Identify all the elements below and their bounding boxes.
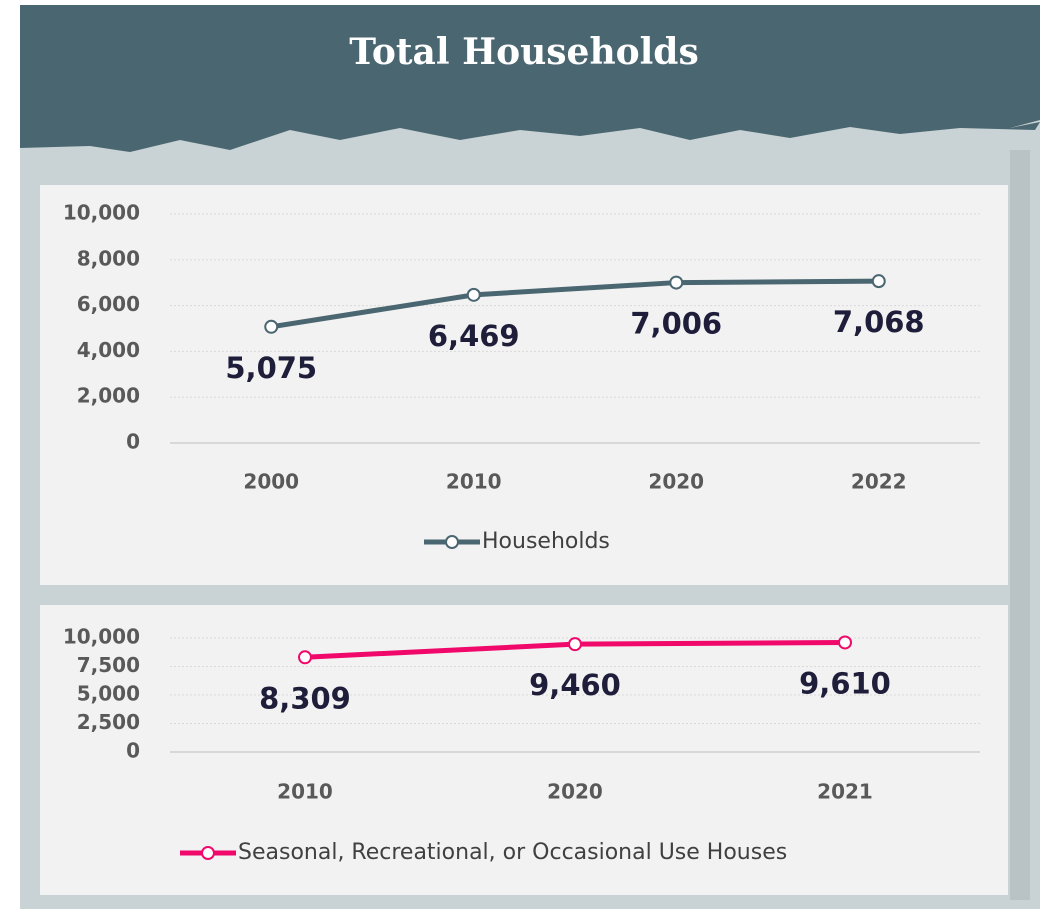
chart-panel	[40, 185, 1008, 585]
y-tick-label: 10,000	[63, 625, 140, 649]
page-title: Total Households	[349, 31, 699, 73]
line	[270, 278, 879, 330]
y-tick-label: 0	[126, 430, 140, 454]
data-label: 6,469	[428, 319, 520, 353]
header-band	[20, 5, 1040, 152]
y-tick-label: 4,000	[77, 338, 140, 362]
x-tick-label: 2010	[277, 780, 333, 804]
y-tick-label: 2,000	[77, 384, 140, 408]
legend-marker	[201, 846, 215, 860]
y-tick-label: 6,000	[77, 292, 140, 316]
side-strip	[1010, 150, 1030, 900]
y-tick-label: 8,000	[77, 246, 140, 270]
x-tick-label: 2021	[817, 780, 873, 804]
legend-marker	[445, 535, 459, 549]
x-tick-label: 2000	[243, 470, 299, 494]
x-tick-label: 2020	[547, 780, 603, 804]
data-label: 9,460	[529, 668, 621, 702]
legend-label: Households	[482, 529, 610, 554]
chart-panel	[40, 605, 1008, 895]
point	[871, 274, 886, 289]
point	[838, 635, 852, 650]
x-tick-label: 2020	[648, 470, 704, 494]
y-tick-label: 2,500	[77, 710, 140, 734]
point	[669, 275, 684, 290]
y-tick-label: 5,000	[77, 682, 140, 706]
data-label: 9,610	[799, 666, 891, 700]
point	[298, 650, 312, 665]
y-tick-label: 0	[126, 739, 140, 763]
point	[568, 637, 582, 652]
data-label: 8,309	[259, 681, 351, 715]
x-tick-label: 2022	[851, 470, 907, 494]
legend-label: Seasonal, Recreational, or Occasional Us…	[238, 840, 787, 865]
y-tick-label: 7,500	[77, 653, 140, 677]
x-tick-label: 2010	[446, 470, 502, 494]
data-label: 7,068	[833, 305, 925, 339]
point	[264, 319, 279, 334]
point	[466, 287, 481, 302]
data-label: 5,075	[225, 351, 317, 385]
y-tick-label: 10,000	[63, 201, 140, 225]
data-label: 7,006	[630, 307, 722, 341]
